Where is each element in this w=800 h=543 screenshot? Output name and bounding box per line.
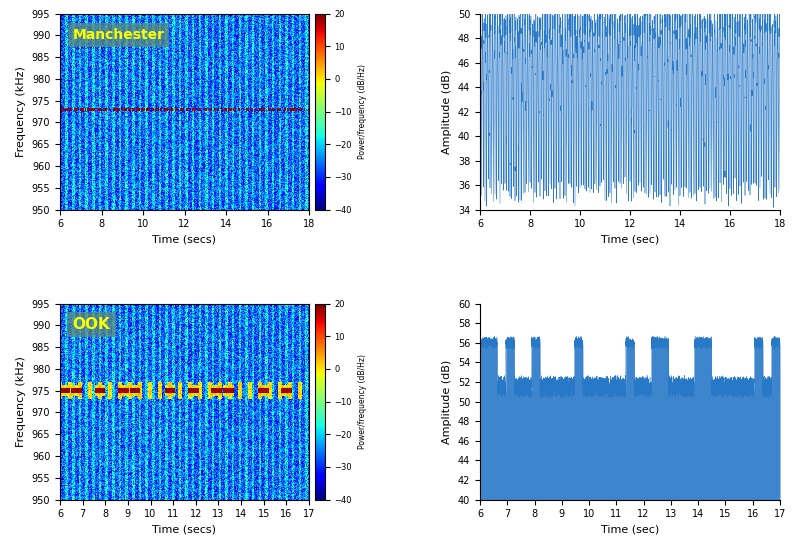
Y-axis label: Frequency (kHz): Frequency (kHz) xyxy=(16,356,26,447)
Text: OOK: OOK xyxy=(73,317,110,332)
X-axis label: Time (secs): Time (secs) xyxy=(153,525,217,535)
Y-axis label: Frequency (kHz): Frequency (kHz) xyxy=(16,66,26,157)
Y-axis label: Amplitude (dB): Amplitude (dB) xyxy=(442,70,452,154)
X-axis label: Time (secs): Time (secs) xyxy=(153,235,217,245)
X-axis label: Time (sec): Time (sec) xyxy=(601,235,659,245)
X-axis label: Time (sec): Time (sec) xyxy=(601,525,659,535)
Y-axis label: Power/frequency (dB/Hz): Power/frequency (dB/Hz) xyxy=(358,354,366,449)
Y-axis label: Amplitude (dB): Amplitude (dB) xyxy=(442,359,452,444)
Text: Manchester: Manchester xyxy=(73,28,165,42)
Y-axis label: Power/frequency (dB/Hz): Power/frequency (dB/Hz) xyxy=(358,64,366,159)
